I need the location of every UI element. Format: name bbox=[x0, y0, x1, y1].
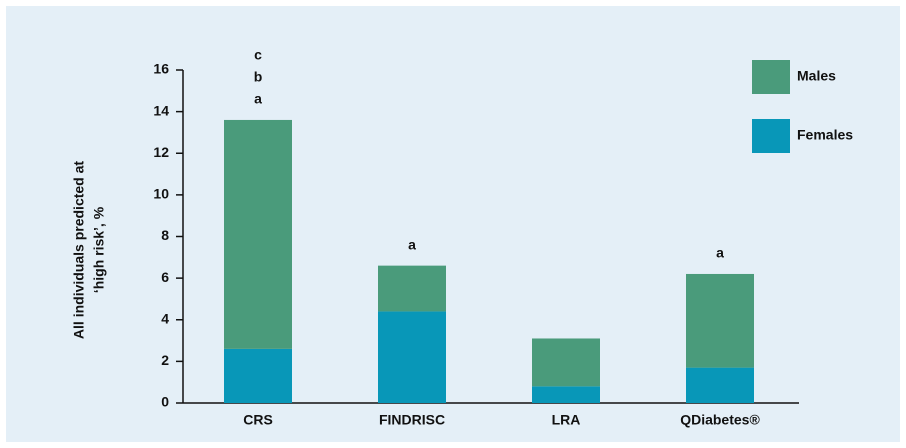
annotation: a bbox=[408, 236, 416, 252]
y-tick-label: 16 bbox=[153, 61, 169, 77]
bar-segment bbox=[686, 273, 754, 368]
annotation: a bbox=[716, 245, 724, 261]
bar-segment bbox=[224, 348, 292, 403]
y-tick-label: 0 bbox=[161, 394, 169, 410]
legend-swatch bbox=[752, 119, 790, 153]
y-tick-label: 14 bbox=[153, 102, 169, 118]
annotation: c bbox=[254, 47, 262, 63]
y-tick-label: 4 bbox=[161, 310, 169, 326]
bar-segment bbox=[378, 311, 446, 403]
y-tick-label: 8 bbox=[161, 227, 169, 243]
y-tick-label: 6 bbox=[161, 269, 169, 285]
y-axis-label: All individuals predicted at bbox=[71, 161, 87, 339]
y-tick-label: 10 bbox=[153, 186, 169, 202]
legend-swatch bbox=[752, 60, 790, 94]
x-tick-label: CRS bbox=[243, 412, 273, 428]
annotation: a bbox=[254, 91, 262, 107]
bar-segment bbox=[532, 338, 600, 387]
bar-segment bbox=[224, 119, 292, 349]
y-tick-label: 2 bbox=[161, 352, 169, 368]
bar-segment bbox=[532, 386, 600, 403]
bar-segment bbox=[378, 265, 446, 312]
annotation: b bbox=[254, 69, 263, 85]
x-tick-label: LRA bbox=[552, 412, 581, 428]
y-tick-label: 12 bbox=[153, 144, 169, 160]
legend-label: Females bbox=[797, 127, 853, 143]
y-axis-label: ‘high risk’, % bbox=[91, 206, 107, 293]
x-tick-label: QDiabetes® bbox=[680, 412, 760, 428]
legend-label: Males bbox=[797, 68, 836, 84]
x-tick-label: FINDRISC bbox=[379, 412, 445, 428]
bar-segment bbox=[686, 367, 754, 403]
